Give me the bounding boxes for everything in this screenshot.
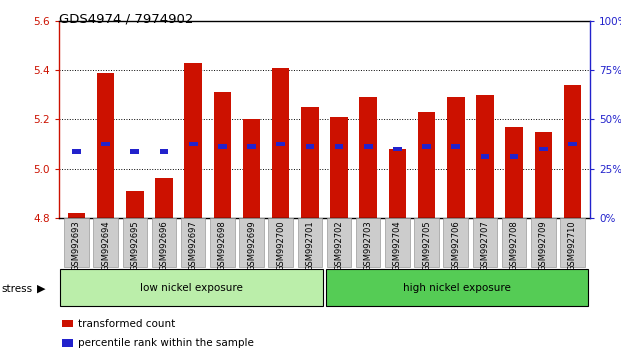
Bar: [101, 142, 110, 146]
Bar: [330, 117, 348, 218]
Bar: [539, 147, 548, 151]
Bar: [481, 154, 489, 159]
Text: GSM992710: GSM992710: [568, 220, 577, 271]
Bar: [360, 97, 377, 218]
FancyBboxPatch shape: [122, 218, 147, 267]
Text: GSM992698: GSM992698: [218, 220, 227, 271]
FancyBboxPatch shape: [473, 218, 497, 267]
Bar: [476, 95, 494, 218]
Text: GSM992706: GSM992706: [451, 220, 460, 271]
FancyBboxPatch shape: [385, 218, 410, 267]
Text: GSM992702: GSM992702: [335, 220, 343, 271]
Bar: [418, 112, 435, 218]
Bar: [335, 144, 343, 149]
Text: GSM992704: GSM992704: [393, 220, 402, 271]
FancyBboxPatch shape: [210, 218, 235, 267]
Bar: [364, 144, 373, 149]
Bar: [160, 149, 168, 154]
Text: GSM992700: GSM992700: [276, 220, 285, 271]
Bar: [218, 144, 227, 149]
Text: transformed count: transformed count: [78, 319, 175, 329]
Bar: [389, 149, 406, 218]
Bar: [126, 191, 143, 218]
Bar: [130, 149, 139, 154]
Bar: [155, 178, 173, 218]
Bar: [510, 154, 519, 159]
Text: GSM992701: GSM992701: [306, 220, 314, 271]
FancyBboxPatch shape: [560, 218, 585, 267]
FancyBboxPatch shape: [414, 218, 439, 267]
FancyBboxPatch shape: [268, 218, 293, 267]
FancyBboxPatch shape: [326, 269, 589, 306]
Text: GSM992695: GSM992695: [130, 220, 139, 271]
Bar: [505, 127, 523, 218]
Bar: [72, 149, 81, 154]
FancyBboxPatch shape: [93, 218, 118, 267]
Text: GDS4974 / 7974902: GDS4974 / 7974902: [59, 12, 193, 25]
Text: GSM992707: GSM992707: [481, 220, 489, 271]
Text: GSM992693: GSM992693: [72, 220, 81, 271]
FancyBboxPatch shape: [239, 218, 264, 267]
Text: GSM992696: GSM992696: [160, 220, 168, 271]
FancyBboxPatch shape: [327, 218, 351, 267]
Text: GSM992703: GSM992703: [364, 220, 373, 271]
Bar: [184, 63, 202, 218]
Bar: [189, 142, 197, 146]
Text: GSM992694: GSM992694: [101, 220, 110, 271]
Bar: [247, 144, 256, 149]
Text: percentile rank within the sample: percentile rank within the sample: [78, 338, 253, 348]
Bar: [301, 107, 319, 218]
Bar: [451, 144, 460, 149]
Text: GSM992697: GSM992697: [189, 220, 197, 271]
Text: GSM992708: GSM992708: [510, 220, 519, 271]
FancyBboxPatch shape: [502, 218, 527, 267]
FancyBboxPatch shape: [443, 218, 468, 267]
FancyBboxPatch shape: [531, 218, 556, 267]
Bar: [564, 85, 581, 218]
Bar: [393, 147, 402, 151]
Text: stress: stress: [1, 284, 32, 293]
Bar: [97, 73, 114, 218]
FancyBboxPatch shape: [64, 218, 89, 267]
Bar: [68, 213, 85, 218]
FancyBboxPatch shape: [60, 269, 323, 306]
FancyBboxPatch shape: [152, 218, 176, 267]
Text: GSM992709: GSM992709: [539, 220, 548, 271]
Text: low nickel exposure: low nickel exposure: [140, 282, 243, 293]
FancyBboxPatch shape: [297, 218, 322, 267]
Text: ▶: ▶: [37, 284, 46, 293]
FancyBboxPatch shape: [356, 218, 381, 267]
Text: GSM992705: GSM992705: [422, 220, 431, 271]
Bar: [214, 92, 231, 218]
Bar: [243, 119, 260, 218]
Bar: [535, 132, 552, 218]
Bar: [276, 142, 285, 146]
Text: high nickel exposure: high nickel exposure: [403, 282, 511, 293]
Bar: [568, 142, 577, 146]
Bar: [422, 144, 431, 149]
FancyBboxPatch shape: [181, 218, 206, 267]
Text: GSM992699: GSM992699: [247, 220, 256, 271]
Bar: [447, 97, 465, 218]
Bar: [272, 68, 289, 218]
Bar: [306, 144, 314, 149]
